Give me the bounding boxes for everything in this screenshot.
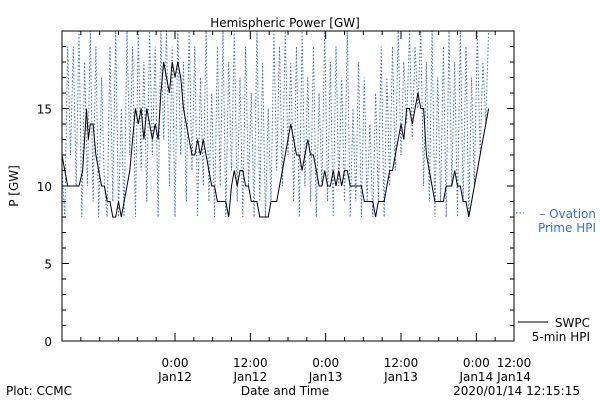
chart-title: Hemispheric Power [GW] xyxy=(210,16,360,30)
ovation-legend-label: – Ovation xyxy=(539,207,596,221)
y-axis-ticks: 0 5 10 15 xyxy=(37,30,514,349)
y-tick-label: 15 xyxy=(37,103,52,117)
ovation-prime-series-line xyxy=(62,31,490,218)
y-axis-label: P [GW] xyxy=(7,165,21,207)
plot-timestamp: 2020/01/14 12:15:15 xyxy=(453,384,580,398)
x-tick-date-label: Jan13 xyxy=(308,370,343,384)
y-tick-label: 10 xyxy=(37,180,52,194)
swpc-hpi-series-line xyxy=(62,61,490,218)
x-tick-time-label: 0:00 xyxy=(463,356,490,370)
ovation-legend-label: Prime HPI xyxy=(538,221,596,235)
series-layer xyxy=(62,31,490,218)
swpc-legend-label: SWPC xyxy=(555,316,590,330)
y-tick-label: 0 xyxy=(44,335,52,349)
x-tick-date-label: Jan12 xyxy=(232,370,267,384)
y-tick-label: 5 xyxy=(44,258,52,272)
x-tick-time-label: 12:00 xyxy=(497,356,532,370)
x-tick-date-label: Jan14 xyxy=(458,370,493,384)
x-tick-time-label: 0:00 xyxy=(312,356,339,370)
x-tick-date-label: Jan12 xyxy=(157,370,192,384)
plot-credit: Plot: CCMC xyxy=(6,384,72,398)
x-tick-date-label: Jan14 xyxy=(496,370,531,384)
plot-frame xyxy=(61,30,515,342)
swpc-legend-label: 5-min HPI xyxy=(532,330,590,344)
x-axis-label: Date and Time xyxy=(241,384,329,398)
x-axis-ticks: 0:00Jan1212:00Jan120:00Jan1312:00Jan130:… xyxy=(80,31,532,384)
x-tick-date-label: Jan13 xyxy=(383,370,418,384)
x-tick-time-label: 0:00 xyxy=(162,356,189,370)
x-tick-time-label: 12:00 xyxy=(384,356,419,370)
x-tick-time-label: 12:00 xyxy=(233,356,268,370)
